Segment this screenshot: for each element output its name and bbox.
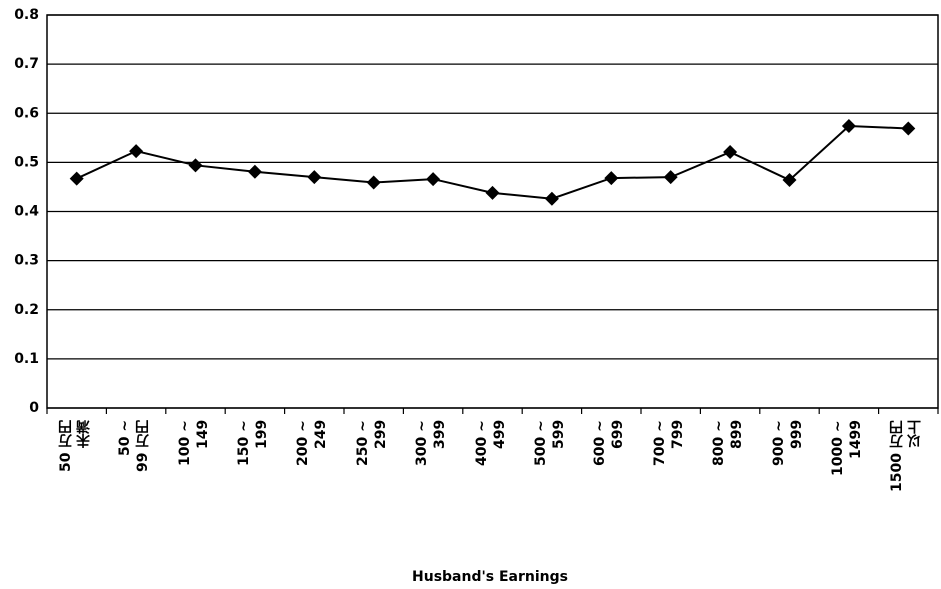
marker (782, 173, 797, 188)
marker (604, 171, 619, 186)
marker (307, 170, 322, 185)
marker (247, 164, 262, 179)
marker (129, 144, 144, 159)
x-tick-label: 800 ~ 899 (711, 420, 746, 466)
marker (188, 158, 203, 173)
marker (723, 145, 738, 160)
y-tick-label: 0 (29, 400, 39, 416)
x-tick-label: 1000 ~ 1499 (829, 420, 864, 476)
x-tick-label: 150 ~ 199 (235, 420, 270, 466)
x-axis-title: Husband's Earnings (412, 569, 568, 585)
marker (485, 185, 500, 200)
x-tick-label: 400 ~ 499 (473, 420, 508, 466)
x-tick-label: 600 ~ 699 (592, 420, 627, 466)
marker (69, 171, 84, 186)
marker (366, 175, 381, 190)
x-tick-label: 900 ~ 999 (770, 420, 805, 466)
x-tick-label: 500 ~ 599 (532, 420, 567, 466)
marker (426, 172, 441, 187)
x-tick-label: 50 万円 未満 (57, 420, 92, 473)
marker (901, 121, 916, 136)
x-tick-label: 100 ~ 149 (176, 420, 211, 466)
y-tick-label: 0.2 (14, 302, 39, 318)
x-tick-label: 250 ~ 299 (354, 420, 389, 466)
marker (544, 191, 559, 206)
x-tick-label: 50 ~ 99 万円 (117, 420, 152, 473)
y-tick-label: 0.3 (14, 253, 39, 269)
marker (663, 170, 678, 185)
y-tick-label: 0.5 (14, 154, 39, 170)
x-tick-label: 200 ~ 249 (295, 420, 330, 466)
y-tick-label: 0.7 (14, 56, 39, 72)
y-tick-label: 0.8 (14, 7, 39, 23)
x-tick-label: 1500 万円 以上 (889, 420, 924, 492)
x-tick-label: 300 ~ 399 (414, 420, 449, 466)
y-tick-label: 0.1 (14, 351, 39, 367)
y-tick-label: 0.6 (14, 105, 39, 121)
marker (841, 119, 856, 134)
y-tick-label: 0.4 (14, 204, 39, 220)
x-tick-label: 700 ~ 799 (651, 420, 686, 466)
